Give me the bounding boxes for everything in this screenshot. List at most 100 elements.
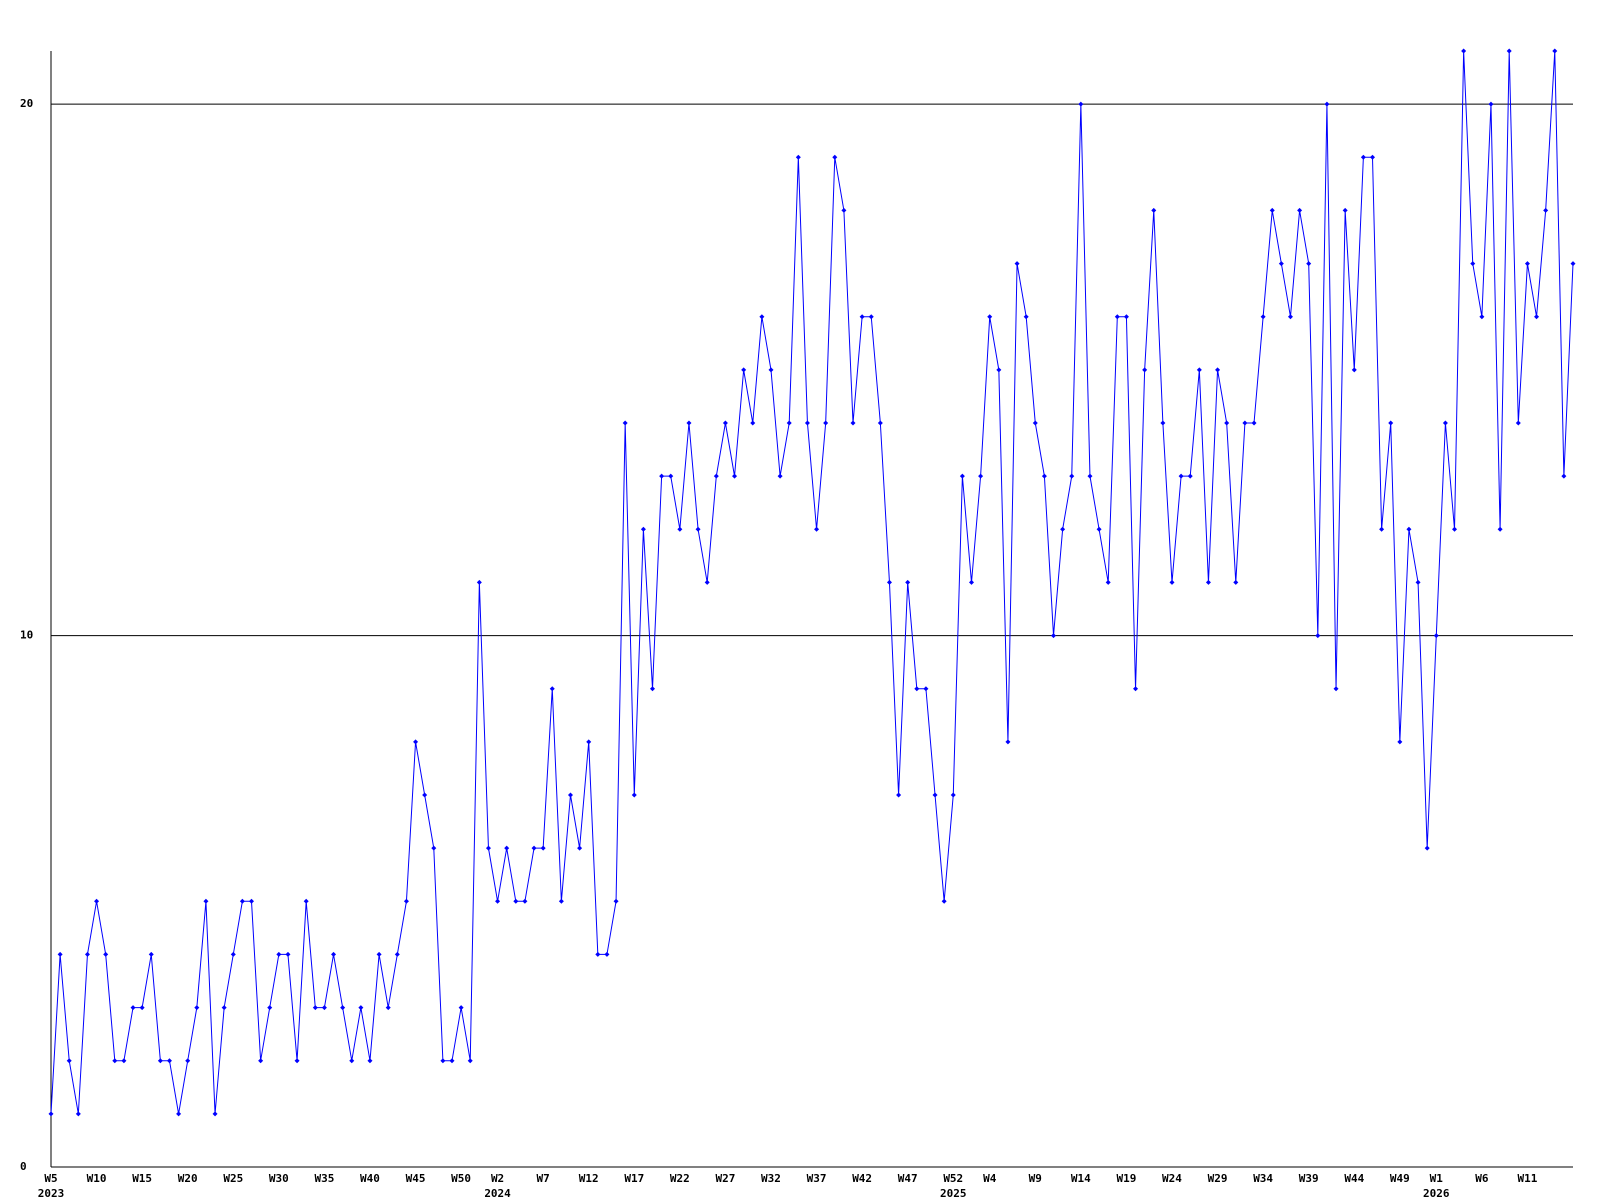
point <box>1369 154 1375 160</box>
point <box>959 473 965 479</box>
point <box>385 1005 391 1011</box>
point <box>768 367 774 373</box>
point <box>1023 314 1029 320</box>
point <box>367 1058 373 1064</box>
point <box>340 1005 346 1011</box>
point <box>1297 207 1303 213</box>
point <box>185 1058 191 1064</box>
point <box>513 898 519 904</box>
point <box>221 1005 227 1011</box>
point <box>677 526 683 532</box>
point <box>932 792 938 798</box>
x-tick-label: W2 <box>491 1172 504 1185</box>
x-tick-label: W17 <box>624 1172 644 1185</box>
x-tick-label: W49 <box>1390 1172 1410 1185</box>
point <box>741 367 747 373</box>
point <box>121 1058 127 1064</box>
x-year-label: 2026 <box>1423 1187 1450 1200</box>
point <box>1497 526 1503 532</box>
point <box>267 1005 273 1011</box>
x-tick-label: W44 <box>1344 1172 1364 1185</box>
point <box>103 951 109 957</box>
point <box>613 898 619 904</box>
point <box>586 739 592 745</box>
point <box>431 845 437 851</box>
point <box>1142 367 1148 373</box>
point <box>504 845 510 851</box>
point <box>877 420 883 426</box>
point <box>249 898 255 904</box>
x-tick-label: W29 <box>1208 1172 1228 1185</box>
point <box>595 951 601 957</box>
point <box>75 1111 81 1117</box>
point <box>1488 101 1494 107</box>
point <box>759 314 765 320</box>
point <box>1442 420 1448 426</box>
x-tick-label: W15 <box>132 1172 152 1185</box>
point <box>1215 367 1221 373</box>
point <box>1078 101 1084 107</box>
point <box>294 1058 300 1064</box>
point <box>130 1005 136 1011</box>
point <box>1260 314 1266 320</box>
point <box>1324 101 1330 107</box>
point <box>604 951 610 957</box>
x-tick-label: W24 <box>1162 1172 1182 1185</box>
point <box>896 792 902 798</box>
point <box>650 686 656 692</box>
x-year-label: 2025 <box>940 1187 967 1200</box>
point <box>558 898 564 904</box>
point <box>567 792 573 798</box>
point <box>886 579 892 585</box>
point <box>1461 48 1467 54</box>
x-tick-label: W7 <box>537 1172 550 1185</box>
point <box>1169 579 1175 585</box>
x-year-label: 2023 <box>38 1187 65 1200</box>
point <box>640 526 646 532</box>
point <box>996 367 1002 373</box>
x-tick-label: W27 <box>715 1172 735 1185</box>
point <box>577 845 583 851</box>
point <box>1005 739 1011 745</box>
point <box>1105 579 1111 585</box>
point <box>449 1058 455 1064</box>
x-tick-label: W1 <box>1430 1172 1444 1185</box>
point <box>1014 261 1020 267</box>
point <box>376 951 382 957</box>
point <box>1561 473 1567 479</box>
x-tick-label: W19 <box>1116 1172 1136 1185</box>
point <box>859 314 865 320</box>
y-tick-label: 20 <box>20 97 33 110</box>
point <box>786 420 792 426</box>
point <box>57 951 63 957</box>
point <box>1269 207 1275 213</box>
point <box>458 1005 464 1011</box>
point <box>668 473 674 479</box>
point <box>914 686 920 692</box>
x-tick-label: W52 <box>943 1172 963 1185</box>
point <box>1415 579 1421 585</box>
point <box>905 579 911 585</box>
point <box>549 686 555 692</box>
point <box>331 951 337 957</box>
point <box>1178 473 1184 479</box>
x-tick-label: W5 <box>44 1172 57 1185</box>
point <box>1515 420 1521 426</box>
point <box>841 207 847 213</box>
point <box>1069 473 1075 479</box>
point <box>1306 261 1312 267</box>
point <box>1388 420 1394 426</box>
point <box>1041 473 1047 479</box>
point <box>1570 261 1576 267</box>
point <box>358 1005 364 1011</box>
point <box>422 792 428 798</box>
point <box>823 420 829 426</box>
x-tick-label: W47 <box>898 1172 918 1185</box>
point <box>1397 739 1403 745</box>
x-tick-label: W9 <box>1029 1172 1042 1185</box>
point <box>66 1058 72 1064</box>
point <box>850 420 856 426</box>
y-tick-label: 0 <box>20 1160 27 1173</box>
